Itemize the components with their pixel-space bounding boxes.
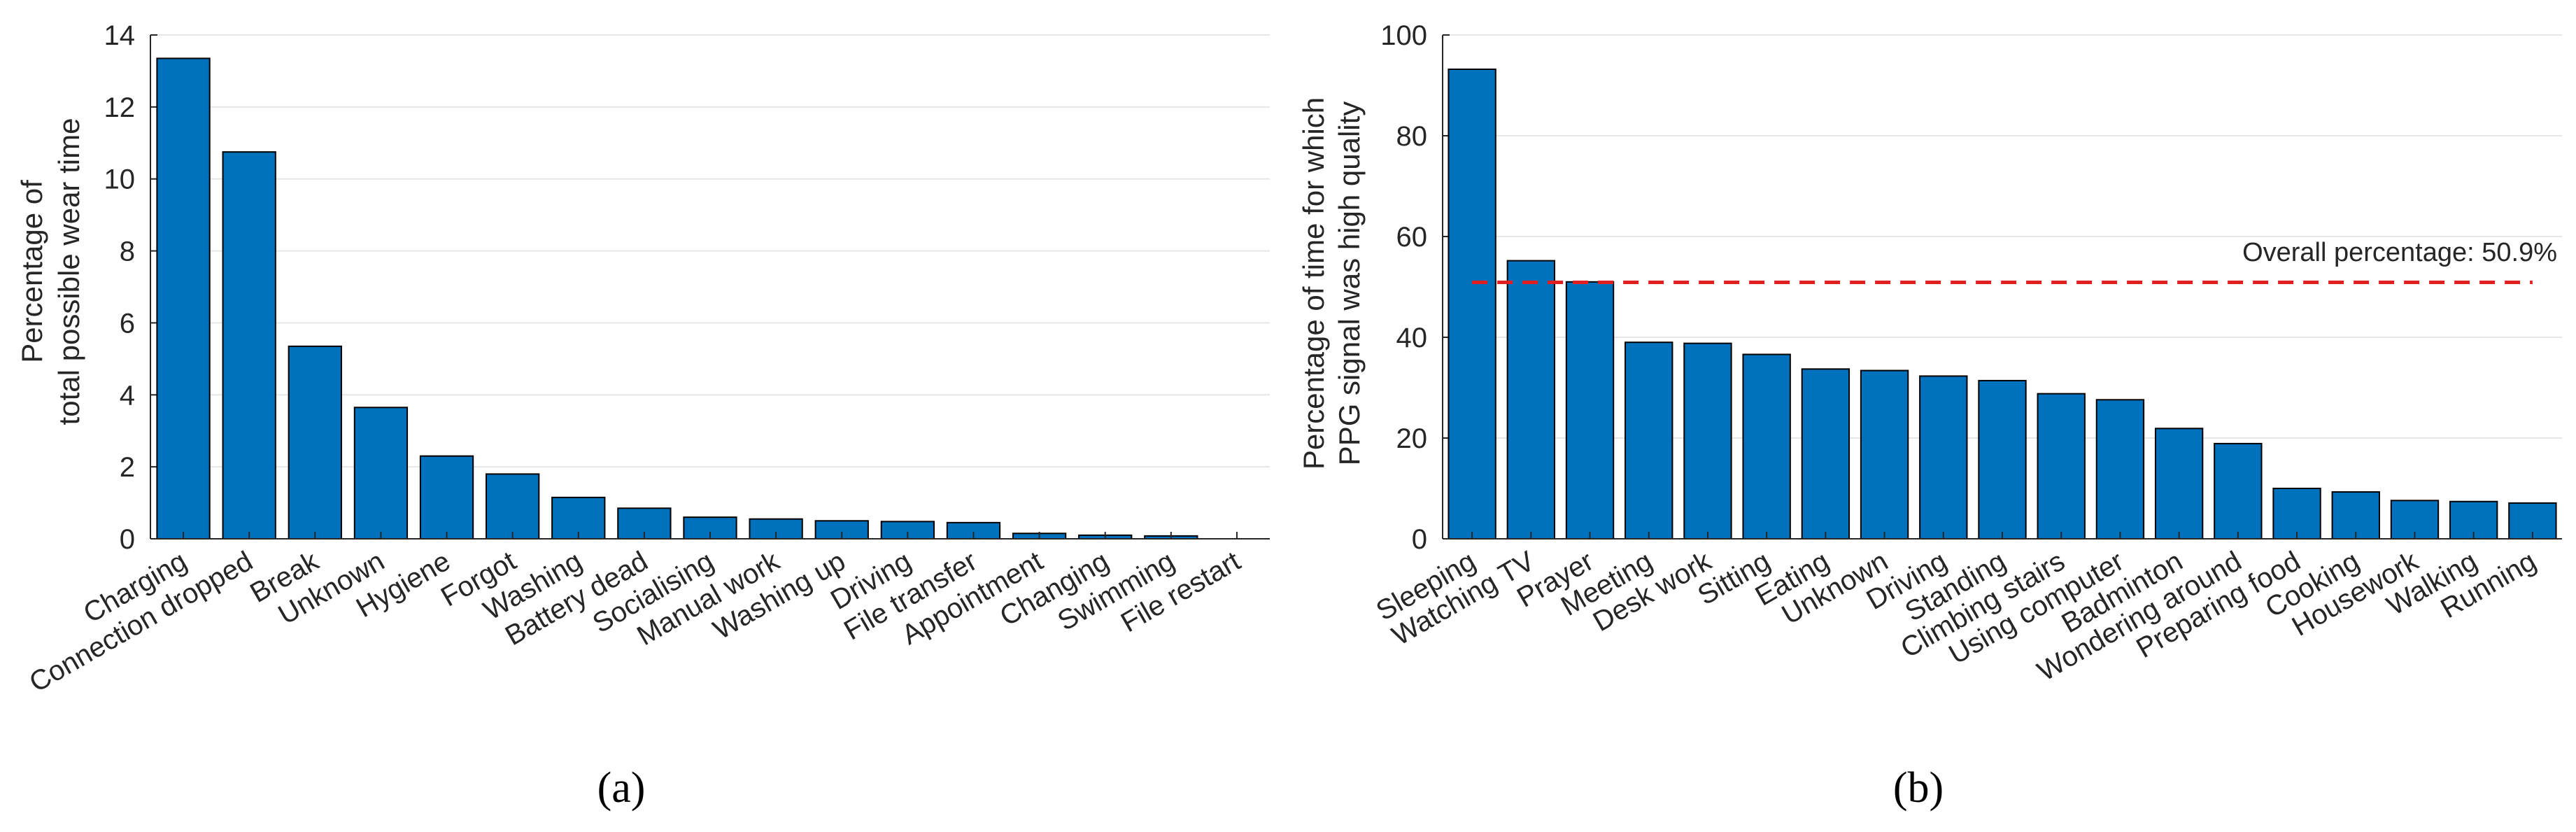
chart-a-ylabel-line-1: Percentage of [15, 180, 48, 363]
chart-a-bar [288, 345, 342, 540]
chart-b-ytick-label: 80 [1396, 121, 1428, 152]
chart-b-ytick-label: 60 [1396, 222, 1428, 253]
chart-b-bar [1919, 375, 1968, 540]
chart-b-bar [2095, 399, 2145, 540]
chart-a-ytick-label: 14 [104, 20, 136, 51]
chart-b-bar [2214, 442, 2263, 540]
chart-b-ylabel-line-2: PPG signal was high quality [1333, 101, 1366, 466]
panel-label-a: (a) [597, 764, 646, 812]
chart-b-ytick-label: 0 [1412, 524, 1427, 555]
chart-b-bar [1683, 342, 1732, 540]
chart-b-bar [1506, 260, 1556, 540]
chart-a-ytick-label: 0 [120, 524, 135, 555]
chart-b-ytick-label: 100 [1380, 20, 1427, 51]
panel-label-b: (b) [1893, 764, 1944, 812]
chart-b-bar [1742, 353, 1791, 540]
chart-b-ytick-label: 20 [1396, 423, 1428, 454]
chart-b-bar [2272, 488, 2321, 540]
chart-a-ytick-label: 4 [120, 380, 135, 411]
chart-b-bar [1565, 281, 1615, 540]
chart-a-bar [353, 407, 409, 540]
chart-a-bar [419, 455, 474, 540]
chart-b-bar [1978, 379, 2027, 540]
chart-a-ytick-label: 12 [104, 92, 136, 123]
chart-a-ytick-label: 8 [120, 237, 135, 267]
chart-b-ytick-label: 40 [1396, 323, 1428, 353]
chart-a-ylabel-line-2: total possible wear time [52, 118, 85, 425]
chart-b-bar [2037, 393, 2086, 540]
chart-b-bar [1860, 369, 1909, 540]
chart-a-ytick-label: 2 [120, 452, 135, 483]
chart-b-bar [2154, 428, 2204, 540]
chart-a-bar [222, 151, 276, 540]
chart-a-bar [156, 57, 211, 540]
chart-b-reference-label: Overall percentage: 50.9% [2242, 238, 2557, 267]
chart-b-ylabel-line-1: Percentage of time for which [1297, 97, 1330, 470]
chart-b-bar [1625, 341, 1673, 540]
chart-a-ytick-label: 10 [104, 164, 136, 195]
chart-b-bar [1801, 368, 1850, 540]
chart-a-bar [486, 473, 540, 540]
chart-a-ytick-label: 6 [120, 308, 135, 339]
chart-b-bar [1448, 68, 1496, 540]
chart-b-bar [2331, 491, 2380, 540]
